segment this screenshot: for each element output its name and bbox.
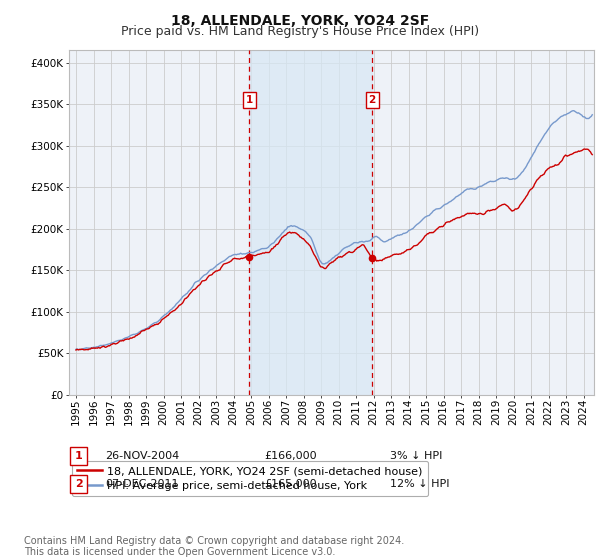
Text: 1: 1 [245, 95, 253, 105]
Text: Price paid vs. HM Land Registry's House Price Index (HPI): Price paid vs. HM Land Registry's House … [121, 25, 479, 38]
Text: 3% ↓ HPI: 3% ↓ HPI [390, 451, 442, 461]
Text: 12% ↓ HPI: 12% ↓ HPI [390, 479, 449, 489]
FancyBboxPatch shape [70, 447, 87, 465]
FancyBboxPatch shape [70, 475, 87, 493]
Text: 1: 1 [75, 451, 82, 461]
Text: 26-NOV-2004: 26-NOV-2004 [105, 451, 179, 461]
Text: 18, ALLENDALE, YORK, YO24 2SF: 18, ALLENDALE, YORK, YO24 2SF [171, 14, 429, 28]
Text: £166,000: £166,000 [264, 451, 317, 461]
Bar [249, 50, 372, 395]
Text: 2: 2 [368, 95, 376, 105]
Text: Contains HM Land Registry data © Crown copyright and database right 2024.
This d: Contains HM Land Registry data © Crown c… [24, 535, 404, 557]
Legend: 18, ALLENDALE, YORK, YO24 2SF (semi-detached house), HPI: Average price, semi-de: 18, ALLENDALE, YORK, YO24 2SF (semi-deta… [72, 461, 428, 496]
Text: £165,000: £165,000 [264, 479, 317, 489]
Text: 07-DEC-2011: 07-DEC-2011 [105, 479, 179, 489]
Text: 2: 2 [75, 479, 82, 489]
